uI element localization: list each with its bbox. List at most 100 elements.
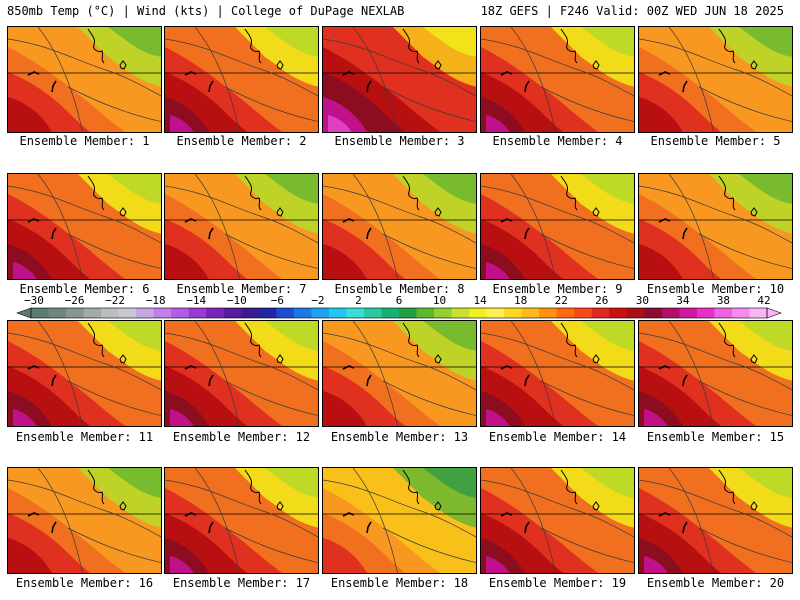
colorbar-tick-label: 26 [595, 294, 609, 307]
contour-line [481, 38, 634, 97]
ensemble-member-label: Ensemble Member: 7 [176, 282, 307, 296]
colorbar-swatch [626, 308, 645, 318]
contour-line [323, 185, 476, 244]
colorbar-swatch [574, 308, 593, 318]
lake-outline [27, 512, 40, 517]
colorbar-tick-label: 14 [473, 294, 487, 307]
lake-outline [434, 60, 442, 70]
contour-line [37, 321, 83, 426]
colorbar-swatch [311, 308, 330, 318]
ensemble-member-label: Ensemble Member: 3 [334, 134, 465, 148]
colorbar-swatch [399, 308, 418, 318]
ensemble-map-panel [164, 26, 319, 133]
lake-outline [342, 71, 355, 76]
contour-line [224, 380, 318, 416]
colorbar-left-tip [16, 307, 32, 319]
ensemble-member-label: Ensemble Member: 18 [330, 576, 469, 590]
contour-line [481, 332, 634, 391]
ensemble-member-label: Ensemble Member: 17 [172, 576, 311, 590]
lake-outline [51, 80, 57, 93]
lake-outline [658, 512, 671, 517]
ensemble-member-label: Ensemble Member: 2 [176, 134, 307, 148]
ensemble-member-label: Ensemble Member: 19 [488, 576, 627, 590]
colorbar-swatch [346, 308, 365, 318]
coastline [560, 175, 578, 211]
contour-line [224, 86, 318, 122]
ensemble-map-panel [164, 320, 319, 427]
lake-outline [524, 80, 530, 93]
contour-line [8, 479, 161, 538]
contour-line [67, 86, 161, 122]
colorbar-swatch [118, 308, 137, 318]
coastline [244, 175, 262, 211]
temperature-field-map [323, 27, 476, 132]
lake-outline [119, 207, 127, 217]
temperature-field-map [165, 174, 318, 279]
ensemble-member-label: Ensemble Member: 11 [15, 430, 154, 444]
contour-line [639, 38, 792, 97]
ensemble-map-panel [480, 173, 635, 280]
contour-line [540, 233, 634, 269]
ensemble-member-label: Ensemble Member: 13 [330, 430, 469, 444]
coastline [244, 469, 262, 505]
colorbar-swatch [328, 308, 347, 318]
lake-outline [434, 354, 442, 364]
lake-outline [682, 521, 688, 534]
ensemble-member-label: Ensemble Member: 9 [492, 282, 623, 296]
colorbar-swatch [66, 308, 85, 318]
ensemble-member-label: Ensemble Member: 15 [646, 430, 785, 444]
temperature-field-map [165, 468, 318, 573]
colorbar-swatch [136, 308, 155, 318]
contour-line [194, 468, 240, 573]
lake-outline [682, 374, 688, 387]
lake-outline [342, 218, 355, 223]
lake-outline [366, 227, 372, 240]
contour-line [352, 321, 398, 426]
contour-line [698, 380, 792, 416]
colorbar-tick-label: 30 [635, 294, 649, 307]
ensemble-member-label: Ensemble Member: 4 [492, 134, 623, 148]
contour-line [481, 479, 634, 538]
contour-line [224, 527, 318, 563]
temperature-field-map [481, 174, 634, 279]
contour-line [540, 86, 634, 122]
colorbar-swatch [539, 308, 558, 318]
contour-line [540, 380, 634, 416]
ensemble-map-panel [322, 26, 477, 133]
colorbar-swatch [101, 308, 120, 318]
lake-outline [366, 80, 372, 93]
colorbar-swatch [434, 308, 453, 318]
ensemble-map-panel [638, 467, 793, 574]
contour-line [194, 174, 240, 279]
temperature-field-map [323, 468, 476, 573]
lake-outline [750, 354, 758, 364]
coastline [718, 469, 736, 505]
lake-outline [276, 501, 284, 511]
contour-line [67, 380, 161, 416]
contour-line [8, 185, 161, 244]
coastline [402, 175, 420, 211]
colorbar-swatch [188, 308, 207, 318]
temperature-field-map [8, 321, 161, 426]
coastline [402, 469, 420, 505]
temperature-field-map [639, 468, 792, 573]
ensemble-member-label: Ensemble Member: 5 [650, 134, 781, 148]
lake-outline [208, 227, 214, 240]
ensemble-map-panel [480, 320, 635, 427]
ensemble-map-panel [480, 26, 635, 133]
contour-line [37, 27, 83, 132]
contour-line [698, 233, 792, 269]
contour-line [352, 174, 398, 279]
coastline [87, 28, 105, 64]
colorbar-tick-label: −10 [226, 294, 247, 307]
lake-outline [524, 374, 530, 387]
contour-line [352, 468, 398, 573]
contour-line [323, 479, 476, 538]
lake-outline [342, 512, 355, 517]
contour-line [8, 38, 161, 97]
lake-outline [500, 218, 513, 223]
colorbar-tick-label: −18 [145, 294, 166, 307]
contour-line [382, 527, 476, 563]
contour-line [165, 479, 318, 538]
colorbar-swatch [696, 308, 715, 318]
